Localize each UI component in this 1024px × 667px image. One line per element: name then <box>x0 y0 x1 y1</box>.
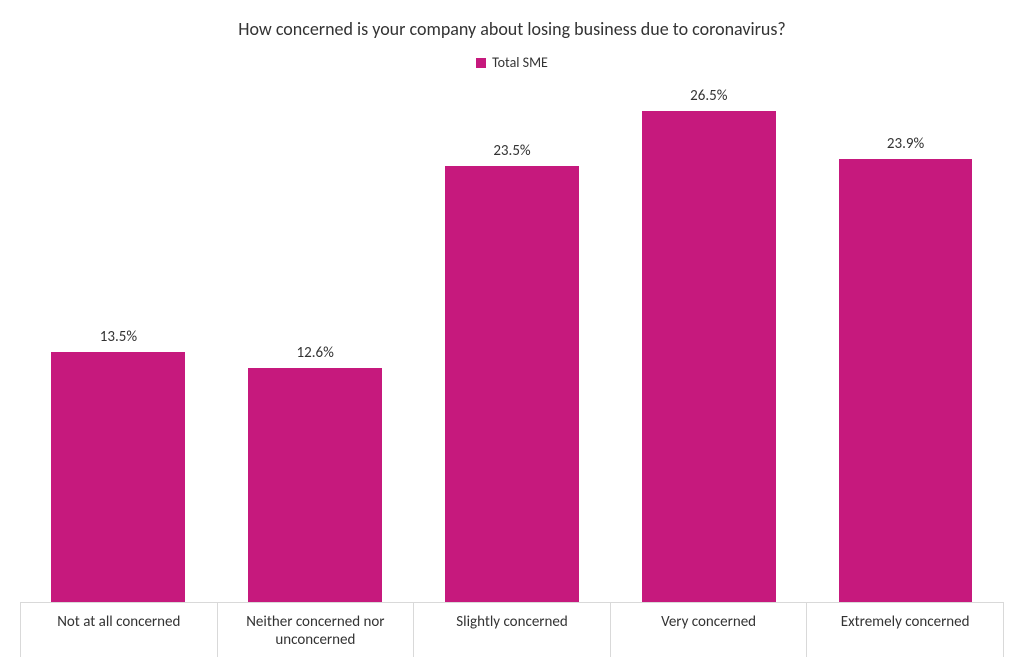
bar-value-label: 23.5% <box>493 142 530 160</box>
bar-value-label: 23.9% <box>887 135 924 153</box>
bar <box>248 368 382 602</box>
plot-area: 13.5% 12.6% 23.5% 26.5% 23.9% <box>20 83 1004 603</box>
legend-label: Total SME <box>492 54 548 71</box>
x-tick: Very concerned <box>610 611 807 657</box>
x-axis-label: Very concerned <box>611 611 807 631</box>
chart-container: How concerned is your company about losi… <box>0 0 1024 667</box>
bar-value-label: 12.6% <box>297 344 334 362</box>
bar-value-label: 13.5% <box>100 328 137 346</box>
bar-slot: 26.5% <box>610 83 807 602</box>
x-tick: Extremely concerned <box>806 611 1004 657</box>
chart-title: How concerned is your company about losi… <box>20 18 1004 40</box>
bar-slot: 23.5% <box>414 83 611 602</box>
bar-value-label: 26.5% <box>690 87 727 105</box>
bar <box>839 159 973 602</box>
bar-slot: 13.5% <box>20 83 217 602</box>
x-axis-label: Extremely concerned <box>807 611 1003 631</box>
bar <box>51 352 185 602</box>
legend: Total SME <box>20 54 1004 71</box>
x-axis-label: Not at all concerned <box>21 611 217 631</box>
x-tick: Neither concerned nor unconcerned <box>217 611 414 657</box>
x-axis-label: Neither concerned nor unconcerned <box>218 611 414 649</box>
x-axis: Not at all concerned Neither concerned n… <box>20 611 1004 657</box>
x-tick: Not at all concerned <box>20 611 217 657</box>
x-axis-label: Slightly concerned <box>414 611 610 631</box>
bar-slot: 12.6% <box>217 83 414 602</box>
x-tick: Slightly concerned <box>413 611 610 657</box>
legend-swatch <box>476 58 486 68</box>
bar <box>642 111 776 602</box>
bar <box>445 166 579 602</box>
bar-slot: 23.9% <box>807 83 1004 602</box>
